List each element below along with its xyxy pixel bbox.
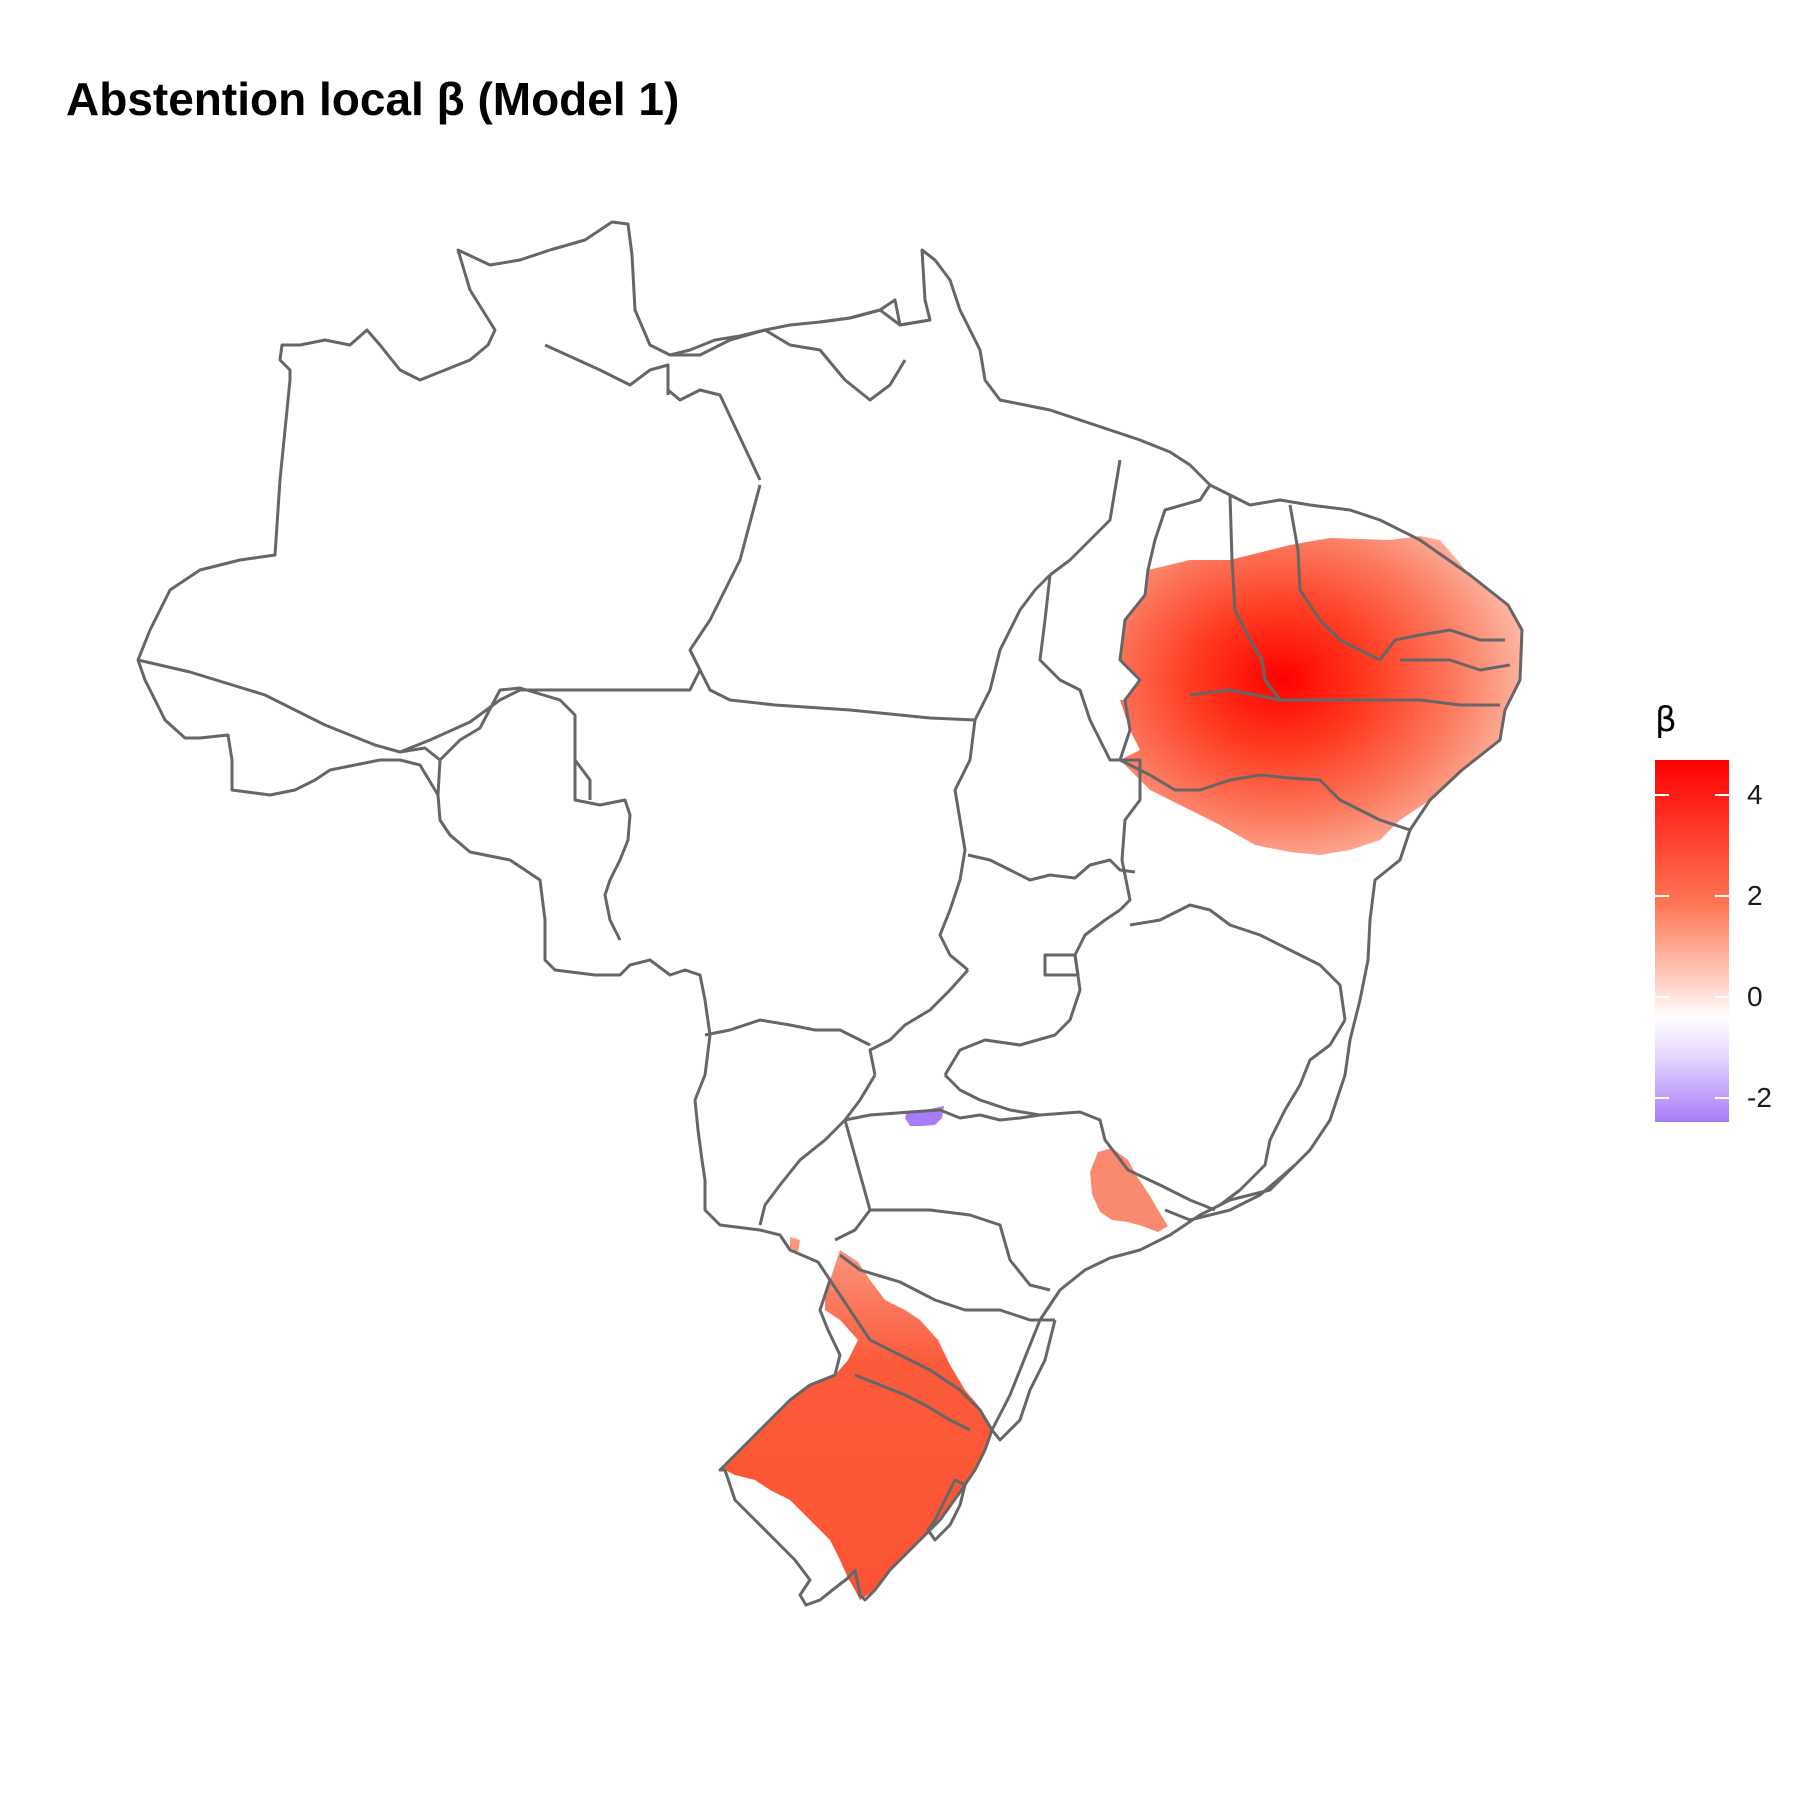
border-para-mt	[688, 649, 976, 722]
border-amapa	[819, 298, 931, 327]
border-pb-pe	[1400, 658, 1511, 672]
border-pr-sc-line	[839, 1253, 1055, 1322]
brazil-outline	[136, 220, 1524, 1607]
border-piaui-ceara	[1228, 494, 1282, 701]
northeast-fill	[1120, 536, 1522, 855]
color-legend: β 4 2 0 -2	[1655, 700, 1795, 1140]
border-rs-inner	[854, 1373, 971, 1432]
border-sc-rs	[828, 1279, 994, 1431]
border-para-maranhao	[1049, 459, 1122, 577]
legend-tick	[1655, 996, 1729, 998]
legend-tick	[1655, 794, 1729, 796]
border-bahia-mg	[1129, 903, 1347, 1021]
border-bahia-west	[1118, 758, 1142, 912]
border-maranhao-piaui	[1118, 484, 1212, 761]
border-mt-ms	[704, 1018, 871, 1047]
border-pe-west	[1189, 688, 1330, 702]
border-tocantins-west	[938, 719, 977, 972]
border-roraima	[544, 343, 762, 481]
border-rondonia-east	[573, 715, 632, 941]
border-pe-al	[1330, 698, 1500, 707]
legend-tick	[1655, 1097, 1729, 1099]
border-rn	[1378, 628, 1505, 661]
border-piaui-bahia	[1119, 758, 1411, 832]
legend-colorbar	[1655, 760, 1729, 1122]
south-fill	[718, 1237, 992, 1600]
border-pr-sc	[834, 1209, 872, 1242]
border-maranhao-tocantins	[1038, 574, 1120, 762]
border-acre-rondonia	[399, 746, 442, 796]
legend-tick	[1655, 895, 1729, 897]
legend-tick-label: -2	[1747, 1082, 1772, 1113]
legend-tick-label: 0	[1747, 981, 1763, 1012]
border-mg-es	[1219, 1019, 1347, 1207]
border-goias-mg	[943, 908, 1121, 1076]
legend-tick-label: 2	[1747, 880, 1763, 911]
border-para-tocantins	[973, 573, 1052, 721]
border-para-amapa	[670, 328, 907, 402]
border-df	[1043, 953, 1080, 977]
border-mg-rj	[1164, 1163, 1296, 1222]
legend-tick-label: 4	[1747, 779, 1763, 810]
legend-title: β	[1655, 700, 1677, 740]
fill-layer	[718, 536, 1522, 1600]
border-sp-pr	[844, 1108, 1041, 1122]
border-amazonas-para	[520, 484, 762, 692]
southeast-spot-fill	[1090, 1148, 1168, 1232]
border-rondonia-mt	[438, 686, 592, 800]
border-amazonas-south	[137, 658, 521, 754]
map-title: Abstention local β (Model 1)	[66, 73, 680, 125]
state-borders	[136, 220, 1524, 1607]
border-goias-mt	[868, 968, 970, 1076]
border-ceara-rn-pb	[1288, 504, 1381, 662]
border-mg-sp	[943, 1073, 1216, 1212]
border-ms-sp-pr	[758, 1074, 877, 1226]
border-pr-north	[843, 1119, 1051, 1292]
border-tocantins-south	[967, 853, 1136, 882]
border-lagoa	[926, 1478, 967, 1542]
border-sc-east	[990, 1319, 1057, 1442]
